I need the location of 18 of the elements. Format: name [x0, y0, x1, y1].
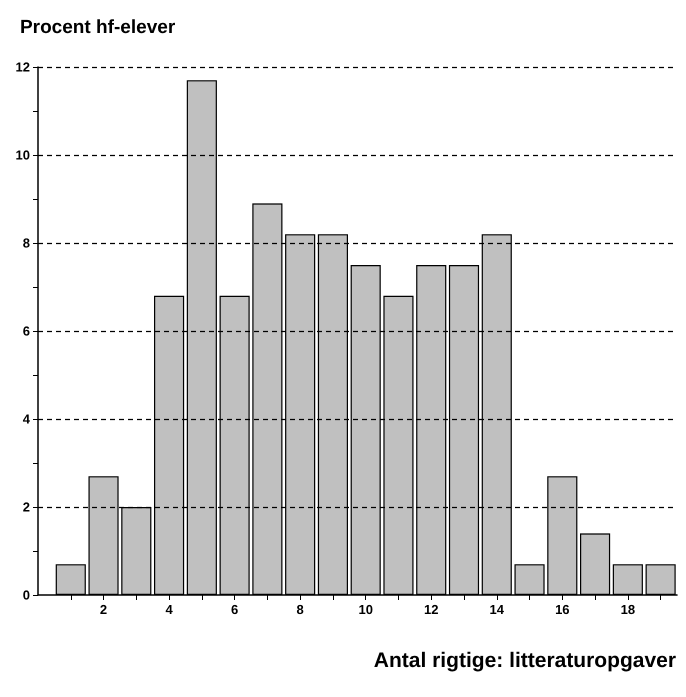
x-tick-label: 8	[296, 602, 304, 617]
y-tick-label: 2	[22, 500, 30, 514]
y-tick-label: 4	[22, 412, 31, 426]
x-tick-label: 2	[100, 602, 108, 617]
y-tick-label: 12	[16, 60, 30, 74]
x-tick-label: 10	[358, 602, 373, 617]
x-tick-label: 14	[490, 602, 505, 617]
x-tick-label: 4	[165, 602, 174, 617]
x-axis-title: Antal rigtige: litteraturopgaver	[374, 649, 676, 672]
x-tick-label: 18	[620, 602, 636, 617]
x-tick-label: 12	[424, 602, 438, 617]
y-tick-label: 8	[22, 236, 30, 250]
y-tick-label: 10	[16, 148, 30, 162]
y-tick-label: 6	[22, 324, 30, 338]
y-axis-title: Procent hf-elever	[20, 17, 176, 38]
y-tick-label: 0	[22, 588, 30, 602]
x-tick-label: 16	[555, 602, 570, 617]
x-tick-label: 6	[231, 602, 238, 617]
